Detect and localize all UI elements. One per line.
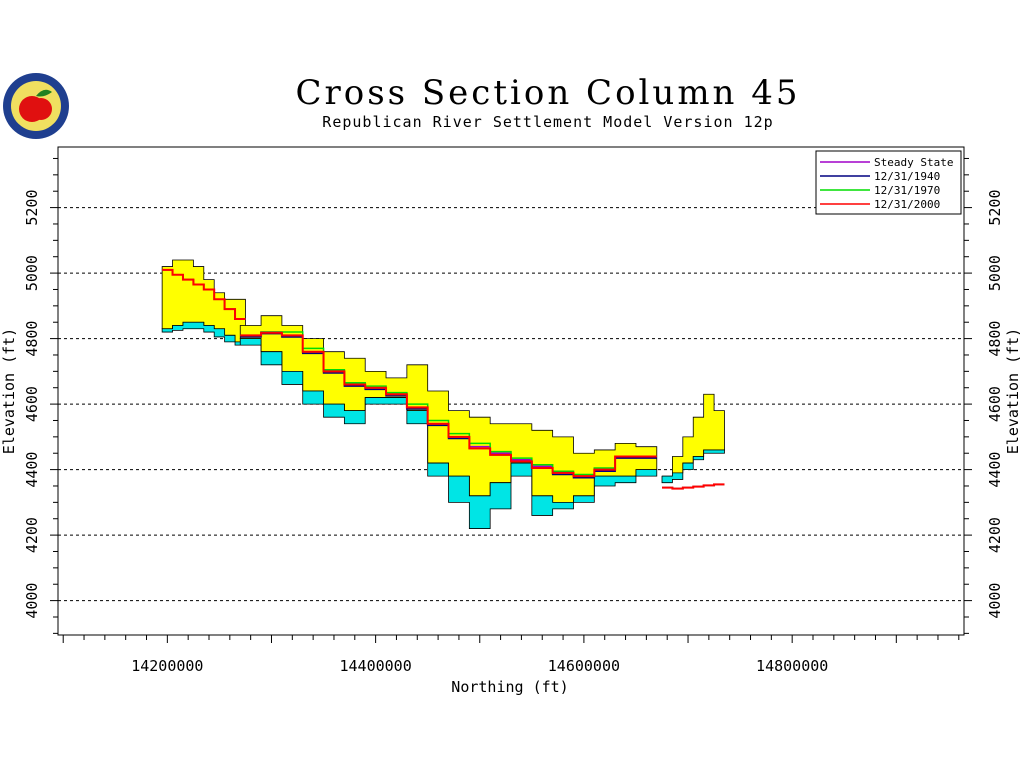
leaf-icon [36, 89, 52, 97]
axes: 14200000 14400000 14600000 14800000 4000 4000… [23, 157, 1004, 675]
chart-title: Cross Section Column 45 [295, 73, 800, 113]
apple-icon-lobe [30, 98, 52, 120]
seal-logo [3, 73, 69, 139]
y-tick-label-left-4200: 4200 [23, 517, 41, 553]
y-tick-label-right-5200: 5200 [986, 190, 1004, 226]
y-axis-label-left: Elevation (ft) [0, 328, 18, 454]
y-tick-label-right-4400: 4400 [986, 452, 1004, 488]
x-tick-label-14600000: 14600000 [548, 657, 620, 675]
y-tick-label-left-5000: 5000 [23, 255, 41, 291]
y-axis-label-right: Elevation (ft) [1004, 328, 1022, 454]
legend-label-y1970: 12/31/1970 [874, 184, 940, 197]
y-tick-label-left-4000: 4000 [23, 583, 41, 619]
plot-frame [57, 146, 965, 636]
y-tick-label-left-4600: 4600 [23, 386, 41, 422]
aquifer-base-area-1 [239, 338, 658, 529]
y-tick-label-right-4600: 4600 [986, 386, 1004, 422]
y-tick-label-left-4800: 4800 [23, 321, 41, 357]
x-tick-label-14800000: 14800000 [756, 657, 828, 675]
y-tick-label-left-4400: 4400 [23, 452, 41, 488]
legend: Steady State12/31/194012/31/197012/31/20… [815, 150, 962, 215]
line-y2000-2 [662, 483, 725, 490]
legend-label-y2000: 12/31/2000 [874, 198, 940, 211]
chart-subtitle: Republican River Settlement Model Versio… [322, 113, 773, 131]
y-tick-label-right-4800: 4800 [986, 321, 1004, 357]
y-tick-label-left-5200: 5200 [23, 190, 41, 226]
regions-layer [161, 259, 725, 529]
legend-label-steady_state: Steady State [874, 156, 953, 169]
water-level-lines [162, 268, 725, 490]
y-tick-label-right-4000: 4000 [986, 583, 1004, 619]
aquifer-base-area-2 [661, 449, 725, 484]
y-tick-label-right-5000: 5000 [986, 255, 1004, 291]
line-y2000-0 [162, 268, 246, 320]
x-axis-label: Northing (ft) [451, 678, 568, 696]
legend-label-y1940: 12/31/1940 [874, 170, 940, 183]
line-y2000-1 [240, 331, 657, 478]
y-tick-label-right-4200: 4200 [986, 517, 1004, 553]
x-tick-label-14200000: 14200000 [131, 657, 203, 675]
x-tick-label-14400000: 14400000 [339, 657, 411, 675]
